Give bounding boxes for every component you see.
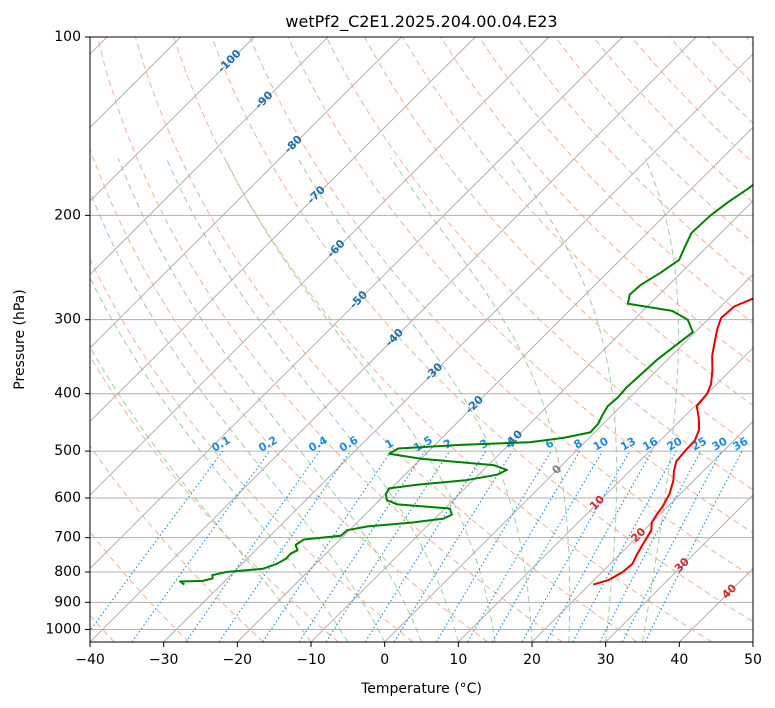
dry-adiabat <box>90 355 339 642</box>
isotherm-line <box>457 347 753 642</box>
isotherm-line <box>90 37 550 496</box>
y-tick-label: 700 <box>54 530 81 546</box>
x-tick-label: 20 <box>523 652 541 668</box>
isotherm-line <box>90 37 255 202</box>
mixing-ratio-line <box>644 450 743 642</box>
y-tick-label: 600 <box>54 490 81 506</box>
isotherm-line <box>90 37 623 570</box>
dry-adiabat <box>211 37 753 623</box>
isotherm-line <box>90 37 402 349</box>
mixing-ratio-labels: 0.1 0.2 0.4 0.6 1 1.5 2 3 4 6 8 10 13 16 20 25 30 36 <box>209 433 750 454</box>
dry-adiabat <box>516 37 753 284</box>
dry-adiabat <box>134 37 638 642</box>
y-tick-label: 900 <box>54 594 81 610</box>
x-axis: −40 −30 −20 −10 0 10 20 30 40 50 <box>75 642 762 668</box>
isotherm-line <box>90 37 697 642</box>
moist-adiabat <box>90 276 349 642</box>
mixing-ratio-line <box>393 450 513 642</box>
x-tick-label: 0 <box>380 652 389 668</box>
dry-adiabat <box>96 37 563 642</box>
x-tick-label: −30 <box>149 652 179 668</box>
moist-adiabat <box>90 190 386 642</box>
moist-adiabat <box>642 157 679 642</box>
x-tick-label: 10 <box>449 652 467 668</box>
y-axis: 100 200 300 400 500 600 700 800 900 1000 <box>45 29 90 637</box>
isotherm-line <box>384 273 753 642</box>
y-tick-label: 500 <box>54 443 81 459</box>
mixing-ratio-line <box>364 450 487 642</box>
mixing-ratio-line <box>521 450 631 642</box>
dry-adiabat <box>287 37 753 534</box>
background-lines <box>90 37 753 642</box>
temperature-profile-line <box>592 297 753 586</box>
y-tick-label: 1000 <box>45 621 81 637</box>
isotherm-line <box>605 494 753 642</box>
moist-adiabat <box>509 157 618 642</box>
isotherm-line <box>236 126 753 642</box>
dry-adiabat <box>325 37 753 491</box>
y-tick-label: 800 <box>54 564 81 580</box>
isotherm-line <box>90 37 329 276</box>
y-tick-label: 100 <box>54 29 81 45</box>
dry-adiabat <box>173 37 712 642</box>
x-tick-label: 40 <box>670 652 688 668</box>
x-tick-label: −10 <box>296 652 326 668</box>
x-tick-label: −40 <box>75 652 105 668</box>
mixing-ratio-line <box>90 450 224 632</box>
dewpoint-profile-line <box>179 183 753 586</box>
isotherm-line <box>90 37 476 423</box>
chart-title: wetPf2_C2E1.2025.204.00.04.E23 <box>285 12 557 32</box>
mixing-ratio-line <box>262 450 392 642</box>
moist-adiabat <box>117 157 422 642</box>
y-tick-label: 400 <box>54 386 81 402</box>
y-tick-label: 300 <box>54 312 81 328</box>
isotherm-line <box>531 420 753 642</box>
y-axis-label: Pressure (hPa) <box>12 289 28 389</box>
y-tick-label: 200 <box>54 207 81 223</box>
x-axis-label: Temperature (°C) <box>360 681 482 697</box>
plot-frame <box>89 36 754 643</box>
mixing-ratio-line <box>185 450 321 642</box>
profile-series <box>179 183 753 586</box>
x-tick-label: 50 <box>744 652 762 668</box>
moist-adiabat <box>165 157 459 642</box>
moist-adiabat <box>90 346 312 642</box>
mixing-ratio-line <box>298 450 426 642</box>
mixing-ratio-line <box>218 450 351 642</box>
dry-adiabat <box>249 37 753 578</box>
x-tick-label: −20 <box>223 652 253 668</box>
isotherm-line <box>163 53 753 642</box>
mixing-ratio-line <box>572 450 677 642</box>
mixing-ratio-line <box>325 450 451 642</box>
x-tick-label: 30 <box>597 652 615 668</box>
moist-adiabat <box>390 157 571 642</box>
moist-adiabat <box>297 157 533 642</box>
mixing-ratio-line <box>545 450 653 642</box>
dry-adiabat <box>90 258 414 642</box>
dry-adiabat <box>90 445 264 642</box>
mixing-ratio-line <box>131 450 271 642</box>
